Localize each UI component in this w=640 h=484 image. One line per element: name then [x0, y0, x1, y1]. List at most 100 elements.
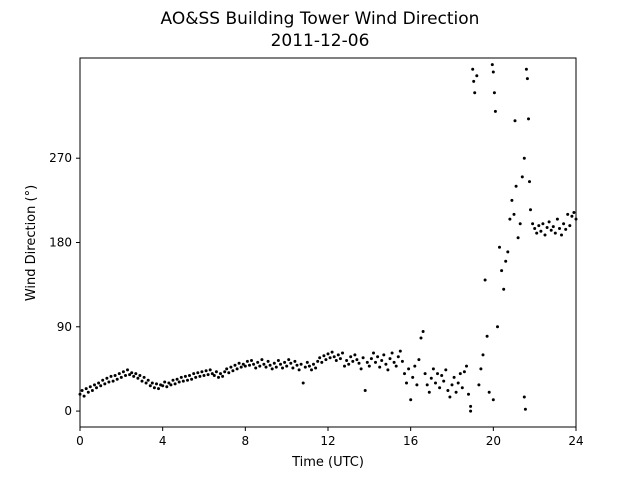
data-point — [394, 364, 398, 368]
data-point — [357, 361, 361, 365]
data-point — [493, 109, 497, 113]
data-point — [562, 222, 566, 226]
data-point — [462, 370, 466, 374]
data-point — [568, 224, 572, 228]
data-point — [469, 404, 473, 408]
data-point — [101, 378, 105, 382]
data-point — [345, 359, 349, 362]
data-point — [186, 378, 189, 382]
data-point — [378, 365, 382, 369]
data-point — [409, 398, 413, 402]
x-tick-label: 20 — [486, 434, 501, 448]
data-point — [388, 357, 392, 361]
data-point — [555, 217, 559, 221]
data-point — [382, 353, 386, 357]
data-point — [221, 374, 225, 378]
data-point — [227, 371, 231, 375]
data-point — [84, 387, 88, 391]
data-point — [105, 376, 109, 380]
data-point — [258, 364, 262, 368]
data-point — [192, 372, 196, 376]
data-point — [233, 363, 237, 367]
data-point — [363, 389, 367, 392]
data-point — [472, 79, 476, 83]
data-point — [365, 360, 369, 364]
data-point — [469, 409, 473, 413]
data-point — [465, 364, 468, 368]
data-point — [498, 245, 501, 249]
data-point — [318, 356, 322, 360]
data-point — [500, 269, 504, 273]
data-point — [446, 389, 450, 392]
data-point — [419, 336, 423, 340]
data-point — [144, 381, 148, 385]
data-point — [361, 356, 365, 360]
data-point — [551, 225, 555, 229]
data-point — [367, 364, 371, 368]
data-point — [295, 363, 299, 367]
data-point — [310, 368, 313, 372]
data-point — [473, 91, 477, 95]
x-tick-label: 12 — [320, 434, 335, 448]
axis-ticks: 0 4 8 12 16 20 24 0 90 180 270 — [49, 151, 584, 448]
data-point — [305, 360, 309, 364]
data-point — [250, 359, 253, 362]
data-point — [351, 359, 355, 363]
data-point — [396, 355, 400, 359]
data-point — [411, 375, 415, 379]
data-point — [513, 119, 517, 123]
data-point — [107, 380, 111, 384]
x-axis-label: Time (UTC) — [291, 455, 364, 470]
data-point — [413, 364, 417, 368]
data-point — [492, 91, 496, 95]
data-point — [231, 369, 235, 373]
data-point — [126, 368, 129, 372]
data-point — [190, 377, 194, 381]
data-point — [289, 361, 293, 365]
data-point — [97, 381, 101, 385]
data-point — [508, 217, 512, 221]
data-point — [210, 372, 214, 376]
data-point — [214, 370, 218, 374]
data-point — [128, 373, 132, 377]
data-point — [171, 378, 175, 382]
data-point — [444, 368, 448, 372]
data-point — [423, 372, 427, 376]
data-point — [316, 359, 320, 363]
data-point — [434, 381, 437, 385]
data-point — [146, 378, 150, 382]
data-point — [398, 349, 402, 353]
data-point — [523, 407, 527, 411]
data-point — [196, 371, 200, 375]
data-point — [452, 375, 456, 379]
data-point — [229, 365, 233, 369]
data-point — [355, 358, 359, 362]
data-point — [496, 325, 499, 329]
data-point — [165, 385, 169, 389]
data-point — [181, 379, 185, 383]
data-point — [376, 355, 380, 359]
data-point — [183, 374, 187, 378]
data-point — [312, 362, 315, 366]
data-point — [262, 362, 266, 366]
data-point — [188, 374, 191, 377]
data-point — [243, 364, 247, 368]
data-point — [512, 212, 516, 216]
data-point — [324, 358, 328, 362]
data-point — [438, 386, 442, 390]
data-point — [163, 380, 167, 384]
data-point — [520, 175, 524, 179]
data-point — [239, 365, 243, 369]
data-point — [279, 362, 282, 366]
y-tick-label: 270 — [49, 151, 72, 165]
data-point — [471, 67, 475, 71]
data-point — [485, 334, 489, 338]
data-point — [86, 390, 90, 394]
data-point — [88, 385, 92, 389]
y-axis-label: Wind Direction (°) — [24, 185, 39, 301]
data-point — [384, 362, 388, 366]
data-point — [157, 387, 160, 391]
data-point — [93, 383, 96, 387]
chart-title: AO&SS Building Tower Wind Direction — [161, 9, 480, 29]
chart-subtitle: 2011-12-06 — [271, 31, 370, 51]
